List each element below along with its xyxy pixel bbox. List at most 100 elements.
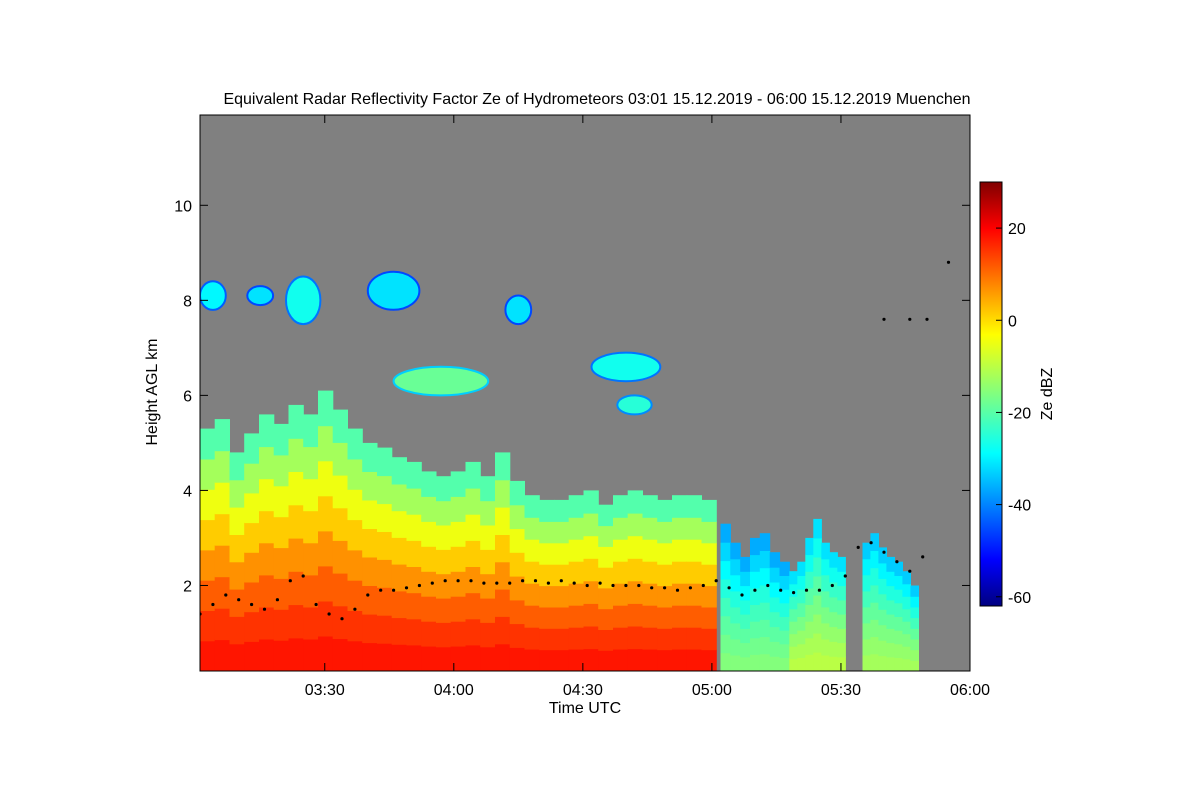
echo-cell xyxy=(273,547,289,579)
echo-cell xyxy=(720,634,731,654)
cloud-base-point xyxy=(250,602,254,607)
echo-cell xyxy=(332,573,348,607)
cloud-base-point xyxy=(611,583,615,588)
cloud-base-point xyxy=(353,607,357,611)
echo-cell xyxy=(797,602,806,617)
echo-cell xyxy=(730,574,741,592)
echo-cell xyxy=(244,581,260,613)
echo-cell xyxy=(229,561,245,590)
echo-cell xyxy=(613,627,629,650)
echo-cell xyxy=(229,616,245,645)
echo-cell xyxy=(657,649,673,671)
echo-cell xyxy=(244,492,260,524)
echo-cell xyxy=(627,513,643,537)
echo-cell xyxy=(332,507,348,541)
echo-cell xyxy=(229,507,245,535)
cloud-base-point xyxy=(482,581,486,585)
cloud-base-point xyxy=(288,579,292,583)
cloud-base-point xyxy=(753,588,757,592)
cloud-base-point xyxy=(714,579,718,583)
echo-cell xyxy=(686,561,702,584)
echo-cell xyxy=(495,643,511,671)
echo-cell xyxy=(894,630,903,645)
echo-cell xyxy=(406,566,422,594)
echo-cell xyxy=(421,646,437,671)
cloud-base-point xyxy=(727,586,731,590)
cloud-base-point xyxy=(598,581,602,585)
echo-cell xyxy=(524,495,540,518)
echo-cell xyxy=(347,580,363,611)
echo-cell xyxy=(759,584,771,603)
echo-layer xyxy=(200,390,919,671)
echo-cell xyxy=(886,585,895,601)
echo-cell xyxy=(672,495,688,518)
echo-cell xyxy=(200,428,216,460)
echo-cell xyxy=(862,574,872,592)
echo-cell xyxy=(332,605,348,639)
echo-cell xyxy=(421,621,437,647)
echo-cell xyxy=(797,561,806,576)
echo-cell xyxy=(347,489,363,521)
x-axis: 03:30 04:00 04:30 05:00 05:30 06:00 xyxy=(305,115,990,699)
echo-cell xyxy=(821,638,830,656)
echo-cell xyxy=(524,627,540,650)
echo-cell xyxy=(878,655,887,671)
echo-cell xyxy=(200,549,216,581)
echo-cell xyxy=(465,540,481,567)
echo-cell xyxy=(465,618,481,646)
echo-cell xyxy=(797,657,806,671)
echo-cell xyxy=(303,510,319,544)
cloud-base-point xyxy=(533,579,538,583)
echo-cell xyxy=(347,458,363,490)
echo-cell xyxy=(347,428,363,460)
cloud-base-point xyxy=(779,588,783,592)
echo-cell xyxy=(480,500,496,526)
echo-cell xyxy=(480,476,496,502)
cloud-base-point xyxy=(521,579,525,583)
echo-cell xyxy=(821,590,830,608)
cloud-patch-layer xyxy=(200,270,662,416)
echo-cell xyxy=(288,537,304,572)
echo-cell xyxy=(406,644,422,671)
echo-cell xyxy=(598,629,614,651)
cloud-base-point xyxy=(546,581,551,585)
echo-cell xyxy=(894,602,903,617)
echo-cell xyxy=(583,535,599,559)
echo-cell xyxy=(886,614,895,629)
echo-cell xyxy=(568,627,584,650)
echo-cell xyxy=(701,628,717,651)
echo-cell xyxy=(244,522,260,553)
echo-cell xyxy=(886,656,895,671)
echo-cell xyxy=(495,561,511,590)
echo-cell xyxy=(318,530,334,567)
echo-cell xyxy=(902,608,911,622)
echo-cell xyxy=(910,606,919,619)
echo-cell xyxy=(750,587,761,605)
echo-cell xyxy=(583,648,599,671)
cloud-base-point xyxy=(882,550,886,554)
echo-cell xyxy=(878,593,887,610)
echo-cell xyxy=(769,641,781,657)
echo-cell xyxy=(779,575,790,590)
echo-cell xyxy=(554,542,570,565)
cloud-base-point xyxy=(921,555,925,559)
cloud-base-point xyxy=(925,317,929,321)
echo-cell xyxy=(657,606,673,629)
echo-cell xyxy=(465,644,481,671)
echo-cell xyxy=(303,542,319,576)
echo-cell xyxy=(701,499,717,522)
echo-cell xyxy=(200,458,216,490)
echo-cell xyxy=(200,610,216,642)
echo-cell xyxy=(229,479,245,508)
echo-cell xyxy=(672,517,688,540)
echo-cell xyxy=(627,625,643,650)
echo-cell xyxy=(288,404,304,439)
cloud-base-point xyxy=(830,583,834,588)
echo-cell xyxy=(421,496,437,522)
echo-cell xyxy=(750,621,761,639)
echo-cell xyxy=(583,625,599,650)
echo-cell xyxy=(436,549,452,575)
echo-cell xyxy=(740,656,751,671)
echo-cell xyxy=(214,545,230,578)
cloud-base-point xyxy=(366,593,370,597)
